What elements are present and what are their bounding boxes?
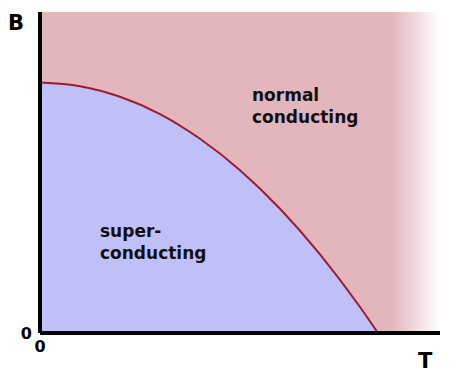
html-text:super-: super- bbox=[100, 221, 162, 241]
svg-text:B: B bbox=[8, 11, 24, 35]
svg-text:0: 0 bbox=[21, 324, 32, 343]
svg-text:T: T bbox=[418, 349, 433, 373]
html-text:conducting: conducting bbox=[100, 243, 207, 263]
svg-text:0: 0 bbox=[34, 337, 45, 356]
html-text:conducting: conducting bbox=[252, 107, 359, 127]
html-text:normal: normal bbox=[252, 85, 320, 105]
